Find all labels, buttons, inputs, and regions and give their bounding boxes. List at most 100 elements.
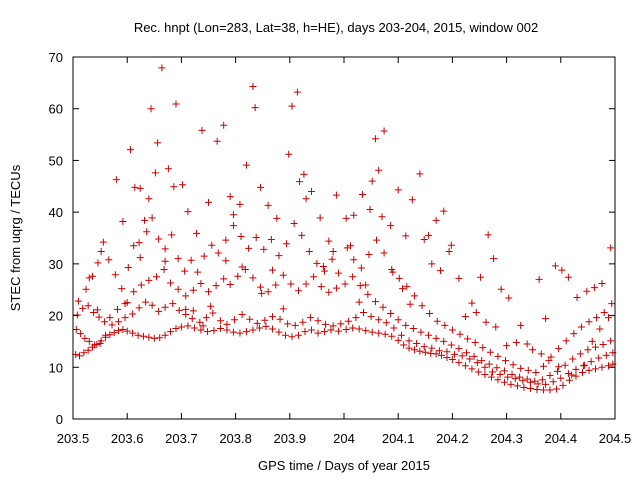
data-point xyxy=(238,263,246,271)
data-point xyxy=(155,307,163,315)
data-point xyxy=(478,357,486,365)
data-point xyxy=(403,283,411,291)
data-point xyxy=(283,240,291,248)
data-point xyxy=(129,329,137,337)
data-point xyxy=(432,334,440,342)
data-point xyxy=(253,319,261,327)
data-point xyxy=(421,348,429,356)
data-point xyxy=(255,324,263,332)
data-point xyxy=(288,333,296,341)
data-point xyxy=(287,280,295,288)
data-point xyxy=(425,231,433,239)
data-point xyxy=(147,105,155,113)
data-point xyxy=(84,346,92,354)
data-point xyxy=(222,236,230,244)
data-point xyxy=(174,285,182,293)
data-point xyxy=(96,339,104,347)
data-point xyxy=(455,345,463,353)
data-point xyxy=(203,328,211,336)
data-point xyxy=(394,186,402,194)
data-point xyxy=(264,201,272,209)
data-point xyxy=(504,373,512,381)
data-point xyxy=(317,283,325,291)
data-point xyxy=(335,327,343,335)
data-point xyxy=(325,237,333,245)
data-point xyxy=(285,150,293,158)
data-point xyxy=(416,347,424,355)
data-point xyxy=(151,169,159,177)
data-point xyxy=(155,235,163,243)
data-point xyxy=(209,309,217,317)
data-point xyxy=(551,262,559,270)
data-point xyxy=(420,343,428,351)
data-point xyxy=(193,229,201,237)
data-point xyxy=(477,273,485,281)
data-point xyxy=(371,135,379,143)
data-point xyxy=(299,318,307,326)
data-point xyxy=(216,325,224,332)
data-point xyxy=(220,121,228,129)
data-point xyxy=(148,301,156,309)
data-point xyxy=(564,369,572,377)
data-point xyxy=(327,326,335,334)
data-point xyxy=(585,318,593,326)
data-point xyxy=(207,302,215,310)
data-point xyxy=(360,308,368,316)
data-point xyxy=(226,281,234,289)
x-axis-label: GPS time / Days of year 2015 xyxy=(258,458,430,473)
data-point xyxy=(135,304,143,312)
data-point xyxy=(307,187,315,195)
data-point xyxy=(220,275,228,283)
data-point xyxy=(332,191,340,199)
data-point xyxy=(258,289,266,297)
data-point xyxy=(332,284,340,292)
data-point xyxy=(344,317,352,325)
data-point xyxy=(607,244,615,252)
y-tick-label: 0 xyxy=(56,412,63,427)
data-point xyxy=(558,266,566,274)
data-point xyxy=(438,351,446,359)
y-tick-label: 30 xyxy=(49,257,63,272)
data-point xyxy=(557,374,565,382)
y-tick-label: 10 xyxy=(49,360,63,375)
data-point xyxy=(320,328,328,336)
data-point xyxy=(314,329,322,337)
y-axis-label: STEC from uqrg / TECUs xyxy=(8,164,23,311)
data-point xyxy=(371,298,379,306)
data-point xyxy=(84,302,92,310)
data-point xyxy=(276,315,284,323)
data-point xyxy=(447,241,455,249)
data-point xyxy=(364,290,372,298)
data-point xyxy=(468,365,476,373)
data-point xyxy=(272,281,280,289)
data-point xyxy=(381,330,389,338)
data-point xyxy=(175,306,183,314)
data-point xyxy=(170,183,178,191)
x-axis: 203.5 203.6 203.7 203.8 203.9 204 204.1 204.2 20… xyxy=(57,57,631,446)
data-point xyxy=(526,384,534,392)
data-point xyxy=(329,247,337,255)
data-point xyxy=(190,324,198,332)
data-point xyxy=(591,365,599,373)
data-point xyxy=(93,306,101,314)
data-point xyxy=(565,376,573,384)
data-point xyxy=(242,161,250,169)
data-point xyxy=(555,363,563,371)
data-point xyxy=(296,178,304,186)
data-point xyxy=(184,208,192,216)
data-point xyxy=(81,334,89,342)
data-point xyxy=(319,262,327,270)
data-point xyxy=(587,358,595,366)
data-point xyxy=(417,328,425,336)
x-tick-label: 204.4 xyxy=(545,431,578,446)
data-point xyxy=(598,280,606,288)
data-point xyxy=(356,282,364,290)
data-point xyxy=(314,317,322,325)
data-point xyxy=(310,273,318,281)
data-point xyxy=(481,363,489,371)
data-point xyxy=(110,329,118,337)
data-point xyxy=(273,214,281,222)
data-point xyxy=(210,327,218,335)
data-point xyxy=(80,349,88,357)
data-point xyxy=(76,352,84,360)
